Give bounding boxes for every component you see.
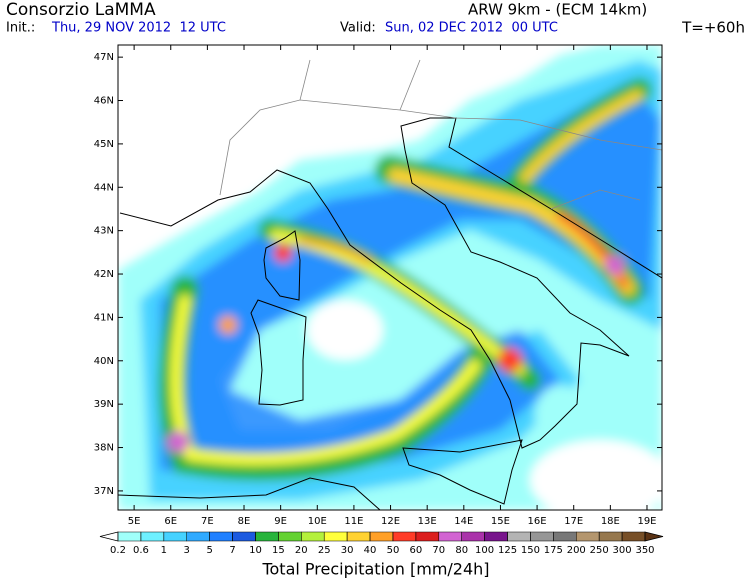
map-frame [117,44,663,511]
colorbar-swatch [598,531,623,542]
colorbar-swatch [346,531,371,542]
colorbar-swatch [186,531,210,542]
colorbar-label: 0.2 [110,545,126,556]
colorbar-arrow [99,531,119,542]
lon-label: 10E [308,516,327,527]
colorbar-label: 3 [184,545,190,556]
lon-label: 12E [381,516,400,527]
valid-time: Sun, 02 DEC 2012 00 UTC [385,21,558,36]
lat-label: 45N [94,139,114,150]
colorbar-label: 0.6 [133,545,149,556]
dry-area [307,300,383,360]
colorbar-label: 5 [206,545,212,556]
lon-label: 7E [201,516,214,527]
colorbar-swatch [392,531,417,542]
lat-label: 44N [94,182,114,193]
colorbar-label: 60 [410,545,423,556]
colorbar-swatch [323,531,348,542]
dry-area [530,440,662,510]
lat-label: 40N [94,356,114,367]
colorbar-label: 100 [475,545,494,556]
colorbar-swatch [415,531,440,542]
map-field [118,45,662,510]
colorbar-swatch [209,531,233,542]
colorbar-label: 1 [161,545,167,556]
colorbar-label: 200 [567,545,586,556]
dry-area [535,385,585,445]
colorbar-swatch [117,531,142,542]
colorbar-label: 20 [295,545,308,556]
lat-label: 42N [94,269,114,280]
lat-label: 43N [94,226,114,237]
lat-label: 39N [94,399,114,410]
lon-label: 6E [164,516,177,527]
colorbar-label: 125 [498,545,517,556]
lon-label: 8E [238,516,251,527]
colorbar-label: 350 [635,545,654,556]
colorbar-label: 15 [272,545,285,556]
colorbar-swatch [461,531,485,542]
model: ARW 9km - (ECM 14km) [468,1,647,19]
lat-label: 47N [94,52,114,63]
lon-label: 5E [128,516,141,527]
colorbar-label: 300 [613,545,632,556]
colorbar-swatch [507,531,531,542]
valid-label: Valid: [340,21,376,36]
colorbar-swatch [553,531,577,542]
lon-label: 15E [491,516,510,527]
colorbar-label: 250 [590,545,609,556]
colorbar-swatch [278,531,302,542]
colorbar-swatch [255,531,279,542]
colorbar-swatch [438,531,462,542]
colorbar-swatch [576,531,600,542]
colorbar-swatch [301,531,325,542]
lon-label: 18E [601,516,620,527]
colorbar-label: 7 [229,545,235,556]
colorbar-swatch [232,531,256,542]
colorbar-label: 80 [455,545,468,556]
lat-label: 41N [94,312,114,323]
colorbar-swatch [530,531,554,542]
lead-time: T=+60h [681,19,745,37]
lat-label: 38N [94,443,114,454]
colorbar-label: 150 [521,545,540,556]
colorbar-swatch [163,531,187,542]
colorbar-label: 175 [544,545,563,556]
lon-label: 14E [454,516,473,527]
colorbar-label: 40 [364,545,377,556]
colorbar-label: 10 [249,545,262,556]
lon-label: 16E [528,516,547,527]
colorbar-label: 70 [432,545,445,556]
colorbar-label: 30 [341,545,354,556]
lon-label: 9E [274,516,287,527]
colorbar-swatch [369,531,394,542]
lon-label: 11E [344,516,363,527]
colorbar-swatch [621,531,646,542]
colorbar-swatch [484,531,508,542]
colorbar-title: Total Precipitation [mm/24h] [261,560,489,579]
colorbar-label: 50 [387,545,400,556]
lon-label: 13E [418,516,437,527]
lat-label: 46N [94,96,114,107]
lat-label: 37N [94,486,114,497]
coastlines [118,59,662,510]
lon-label: 17E [564,516,583,527]
title: Consorzio LaMMA [6,0,156,20]
colorbar-arrow [644,531,664,542]
lon-label: 19E [637,516,656,527]
colorbar-swatch [140,531,165,542]
dry-area [118,50,280,210]
init-time: Thu, 29 NOV 2012 12 UTC [51,21,226,36]
colorbar-label: 25 [318,545,331,556]
init-label: Init.: [6,21,35,36]
